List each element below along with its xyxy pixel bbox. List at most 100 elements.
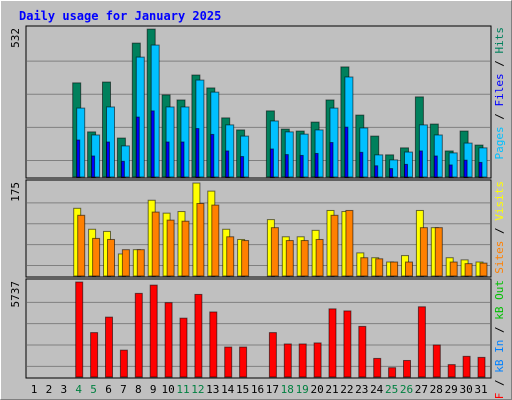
bar — [194, 293, 203, 378]
bar — [360, 257, 369, 277]
bar — [107, 238, 115, 277]
bar — [106, 141, 110, 178]
bar — [211, 204, 220, 277]
legend-separator: / — [493, 320, 506, 340]
legend: kB F / kB In / kB Out — [493, 280, 506, 400]
x-tick-label: 28 — [430, 383, 443, 396]
y-tick-label: 175 — [9, 182, 22, 202]
x-tick-label: 12 — [191, 383, 204, 396]
bar — [196, 202, 205, 277]
bar — [149, 284, 158, 378]
chart-title: Daily usage for January 2025 — [19, 9, 221, 23]
x-tick-label: 19 — [296, 383, 309, 396]
x-tick-label: 21 — [325, 383, 338, 396]
bar — [105, 316, 113, 378]
x-tick-label: 7 — [120, 383, 127, 396]
bar — [164, 302, 173, 378]
bar — [328, 308, 337, 378]
x-tick-label: 15 — [236, 383, 249, 396]
legend-separator: / — [493, 107, 506, 127]
bar — [432, 344, 441, 378]
bar — [404, 163, 408, 178]
bar — [478, 161, 483, 178]
bar — [285, 240, 294, 277]
x-tick-label: 20 — [310, 383, 323, 396]
bar — [76, 139, 81, 178]
bar — [209, 311, 218, 378]
bar — [389, 168, 394, 178]
bar — [268, 332, 277, 378]
bar — [225, 150, 230, 178]
bar — [448, 164, 453, 178]
x-tick-label: 27 — [415, 383, 428, 396]
bar — [91, 155, 96, 178]
legend-entry: Sites — [493, 241, 506, 274]
legend-separator: / — [493, 221, 506, 241]
legend-entry: kB F — [493, 393, 506, 400]
bar — [462, 355, 471, 378]
bar — [150, 110, 155, 178]
x-tick-label: 3 — [60, 383, 67, 396]
legend-entry: Visits — [493, 181, 506, 221]
x-tick-label: 18 — [281, 383, 294, 396]
bar — [77, 214, 86, 277]
bar — [359, 151, 364, 178]
x-tick-label: 26 — [400, 383, 413, 396]
bar — [135, 116, 140, 178]
bar — [92, 237, 101, 277]
x-tick-label: 16 — [251, 383, 264, 396]
y-tick-label: 532 — [9, 28, 22, 48]
bar — [270, 227, 279, 277]
bar — [477, 356, 486, 378]
bar — [134, 292, 143, 378]
bar — [299, 154, 304, 178]
x-tick-label: 4 — [75, 383, 82, 396]
bar — [121, 249, 130, 277]
bar — [343, 310, 352, 378]
x-tick-label: 30 — [459, 383, 472, 396]
x-tick-label: 9 — [150, 383, 157, 396]
bar — [226, 236, 235, 277]
x-tick-label: 11 — [176, 383, 189, 396]
bar — [180, 141, 185, 178]
bar — [434, 227, 443, 277]
bar — [210, 133, 215, 178]
bar — [390, 261, 399, 277]
bar — [449, 261, 458, 277]
legend-separator: / — [493, 54, 506, 74]
bar — [181, 220, 190, 277]
legend-entry: Hits — [493, 27, 506, 54]
bar — [224, 346, 233, 378]
x-tick-label: 13 — [206, 383, 219, 396]
legend-separator: / — [493, 373, 506, 393]
x-tick-label: 14 — [221, 383, 235, 396]
bar — [300, 240, 309, 277]
bar — [464, 263, 473, 277]
bar — [403, 359, 411, 378]
bar — [345, 209, 354, 277]
x-tick-label: 24 — [370, 383, 384, 396]
bar — [479, 262, 488, 277]
bar — [418, 150, 423, 178]
bar — [463, 159, 468, 178]
legend-entry: kB Out — [493, 280, 506, 320]
bar — [240, 156, 245, 178]
bar — [239, 346, 248, 378]
bar — [90, 332, 99, 378]
x-tick-label: 10 — [161, 383, 174, 396]
x-tick-label: 22 — [340, 383, 353, 396]
bar — [75, 281, 84, 378]
x-tick-label: 29 — [445, 383, 458, 396]
bar — [330, 214, 339, 277]
y-tick-label: 5737 — [9, 281, 22, 308]
bar — [283, 343, 292, 378]
x-tick-label: 5 — [90, 383, 97, 396]
legend-entry: kB In — [493, 340, 506, 373]
bar — [165, 141, 170, 178]
bar — [447, 364, 456, 378]
x-tick-label: 1 — [31, 383, 38, 396]
x-tick-label: 17 — [266, 383, 279, 396]
bar — [374, 165, 379, 178]
